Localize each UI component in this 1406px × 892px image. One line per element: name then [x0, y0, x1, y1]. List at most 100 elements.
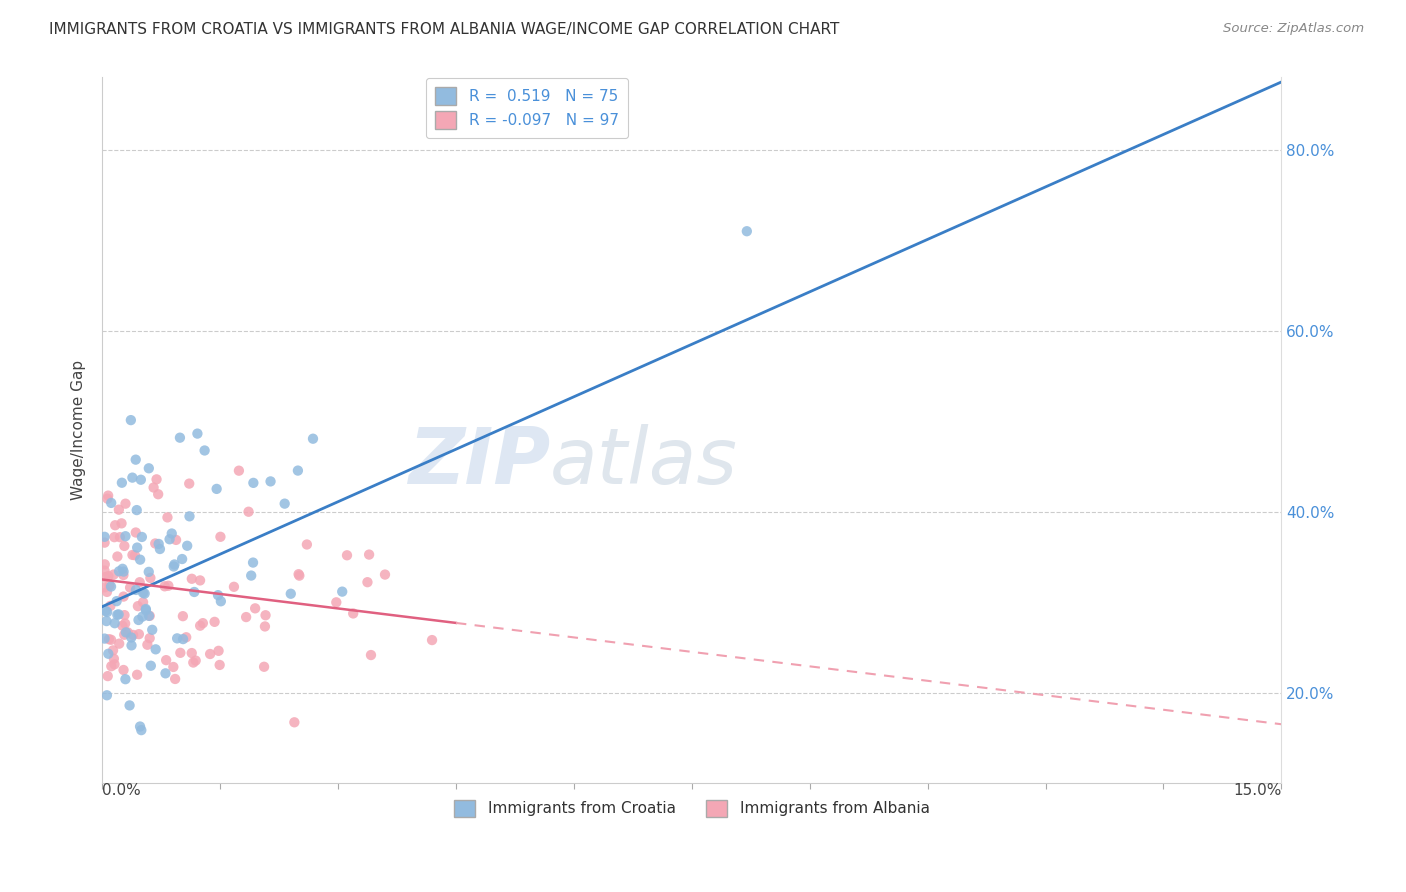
Point: [138, 631, 160, 645]
Point: [735, 224, 758, 238]
Point: [330, 584, 353, 599]
Point: [100, 659, 122, 673]
Point: [128, 575, 150, 590]
Point: [145, 642, 167, 657]
Text: IMMIGRANTS FROM CROATIA VS IMMIGRANTS FROM ALBANIA WAGE/INCOME GAP CORRELATION C: IMMIGRANTS FROM CROATIA VS IMMIGRANTS FR…: [49, 22, 839, 37]
Point: [110, 516, 132, 531]
Point: [156, 510, 179, 524]
Point: [138, 608, 160, 623]
Point: [94, 604, 117, 618]
Point: [96, 688, 118, 702]
Point: [112, 565, 135, 579]
Point: [104, 616, 127, 631]
Point: [112, 539, 135, 553]
Y-axis label: Wage/Income Gap: Wage/Income Gap: [72, 360, 86, 500]
Point: [93, 564, 115, 578]
Point: [228, 464, 250, 478]
Point: [179, 509, 201, 524]
Point: [114, 529, 136, 543]
Point: [336, 549, 359, 563]
Point: [180, 646, 202, 660]
Point: [186, 426, 208, 441]
Point: [205, 482, 228, 496]
Point: [98, 578, 121, 592]
Point: [165, 533, 187, 547]
Point: [188, 618, 211, 632]
Point: [96, 605, 118, 619]
Point: [97, 489, 120, 503]
Point: [280, 587, 302, 601]
Point: [188, 574, 211, 588]
Point: [111, 618, 134, 632]
Point: [184, 654, 207, 668]
Point: [114, 616, 136, 631]
Point: [172, 552, 194, 566]
Point: [134, 586, 156, 600]
Point: [114, 497, 136, 511]
Point: [112, 568, 135, 582]
Point: [107, 549, 129, 564]
Point: [194, 443, 217, 458]
Legend: Immigrants from Croatia, Immigrants from Albania: Immigrants from Croatia, Immigrants from…: [446, 792, 938, 825]
Text: 0.0%: 0.0%: [103, 783, 141, 798]
Point: [141, 623, 163, 637]
Point: [111, 562, 134, 576]
Point: [157, 579, 180, 593]
Point: [198, 647, 221, 661]
Point: [127, 599, 149, 614]
Point: [342, 607, 364, 621]
Point: [124, 548, 146, 562]
Point: [120, 581, 142, 595]
Point: [163, 559, 186, 574]
Point: [172, 609, 194, 624]
Point: [138, 565, 160, 579]
Point: [117, 625, 139, 640]
Point: [105, 594, 128, 608]
Point: [204, 615, 226, 629]
Point: [93, 580, 115, 594]
Point: [120, 631, 142, 645]
Point: [104, 518, 127, 533]
Point: [100, 599, 122, 613]
Point: [100, 496, 122, 510]
Point: [207, 644, 229, 658]
Point: [179, 476, 201, 491]
Point: [288, 568, 311, 582]
Point: [112, 663, 135, 677]
Point: [127, 667, 149, 681]
Point: [125, 525, 148, 540]
Point: [93, 535, 115, 549]
Point: [240, 568, 263, 582]
Point: [112, 590, 135, 604]
Point: [138, 608, 160, 623]
Point: [129, 552, 152, 566]
Point: [129, 473, 152, 487]
Point: [254, 608, 277, 623]
Point: [96, 614, 118, 628]
Text: 15.0%: 15.0%: [1233, 783, 1281, 798]
Point: [160, 526, 183, 541]
Point: [135, 602, 157, 616]
Point: [138, 461, 160, 475]
Point: [96, 585, 118, 599]
Point: [273, 497, 295, 511]
Point: [287, 464, 309, 478]
Point: [97, 632, 120, 647]
Point: [359, 548, 381, 562]
Point: [112, 628, 135, 642]
Point: [131, 723, 153, 738]
Point: [128, 613, 150, 627]
Point: [360, 648, 382, 662]
Text: atlas: atlas: [550, 424, 738, 500]
Point: [169, 646, 191, 660]
Point: [121, 548, 143, 562]
Point: [94, 558, 117, 572]
Point: [100, 580, 122, 594]
Point: [94, 570, 117, 584]
Point: [302, 432, 325, 446]
Point: [155, 666, 177, 681]
Point: [139, 658, 162, 673]
Point: [169, 431, 191, 445]
Point: [242, 556, 264, 570]
Point: [103, 530, 125, 544]
